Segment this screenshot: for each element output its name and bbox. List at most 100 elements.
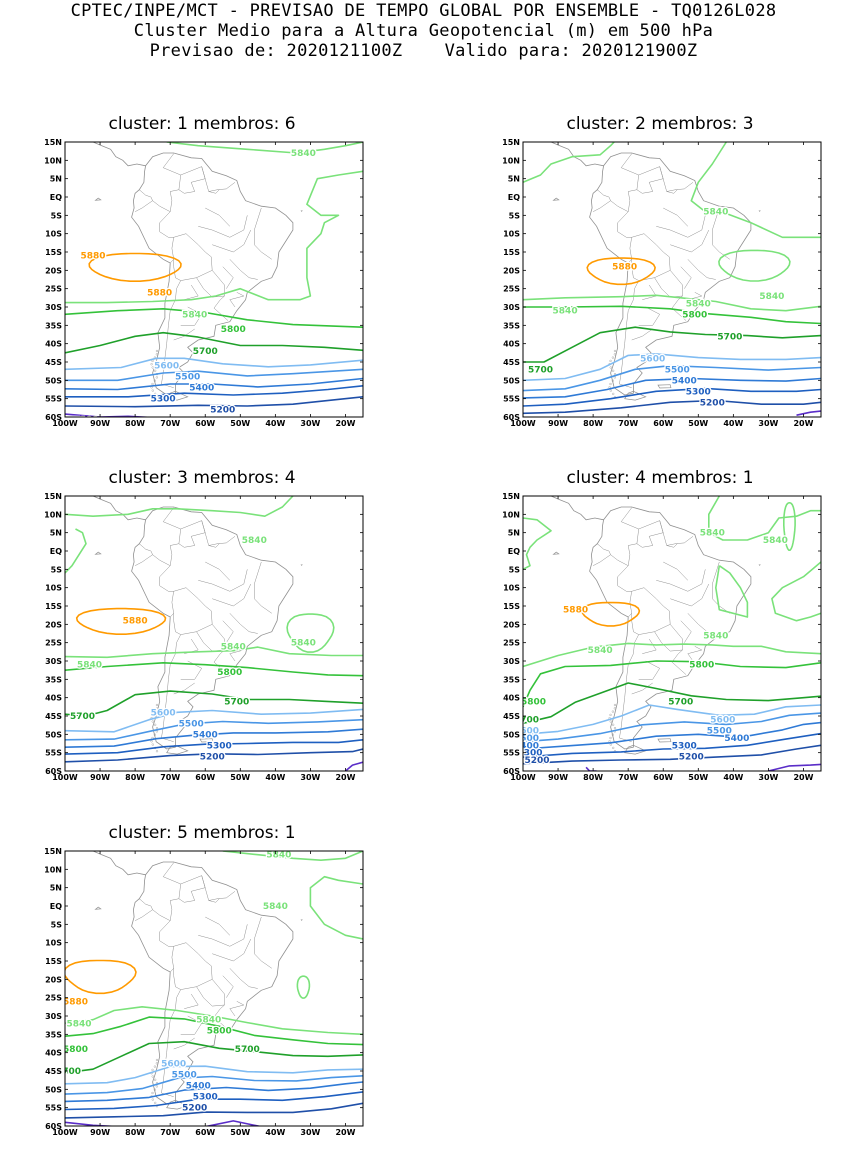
contour-5700 <box>65 1040 363 1074</box>
y-tick-label: 20S <box>45 620 62 629</box>
contour-5800 <box>523 660 821 708</box>
x-tick-label: 50W <box>688 419 708 428</box>
country-border <box>213 295 229 321</box>
y-tick-label: 20S <box>45 975 62 984</box>
contour-label: 5840 <box>759 292 784 302</box>
country-border <box>134 543 153 566</box>
contour-label: 5840 <box>703 208 728 218</box>
contour-label: 5200 <box>210 406 235 416</box>
country-border <box>161 280 181 388</box>
contour-5880 <box>581 601 641 627</box>
contour-label: 5600 <box>151 708 176 718</box>
country-border <box>152 909 174 973</box>
country-border <box>670 583 710 607</box>
country-border <box>656 569 706 592</box>
x-tick-label: 40W <box>723 419 743 428</box>
x-tick-label: 90W <box>90 1128 110 1137</box>
country-border <box>631 328 653 341</box>
fjord-mark <box>155 376 158 379</box>
y-tick-label: EQ <box>508 193 520 202</box>
fjord-mark <box>613 727 617 730</box>
country-border <box>638 660 661 680</box>
fjord-mark <box>155 703 159 707</box>
coastline-central-america <box>550 142 604 167</box>
fjord-mark <box>155 349 159 353</box>
country-border <box>631 682 653 695</box>
contour-label: 5300 <box>207 741 232 751</box>
contour-label: 5700 <box>717 332 742 342</box>
contour-label: 5700 <box>528 365 553 375</box>
country-border <box>196 270 225 298</box>
coastline-south-america <box>131 152 294 396</box>
contour-label: 5500 <box>175 373 200 383</box>
x-tick-label: 80W <box>125 419 145 428</box>
country-border <box>198 215 248 238</box>
fjord-mark <box>154 1101 157 1104</box>
x-tick-label: 20W <box>335 1128 355 1137</box>
island-outline <box>624 390 647 401</box>
country-border <box>680 266 692 289</box>
country-border <box>201 166 236 192</box>
y-tick-label: 15N <box>502 138 520 147</box>
fjord-mark <box>609 389 612 392</box>
contour-label: 5300 <box>686 387 711 397</box>
y-tick-label: 15N <box>44 138 62 147</box>
island-outline <box>94 197 102 201</box>
y-tick-label: 15S <box>503 248 520 257</box>
country-border <box>212 583 252 607</box>
y-tick-label: 30S <box>45 303 62 312</box>
y-tick-label: 35S <box>45 321 62 330</box>
x-tick-label: 90W <box>548 773 568 782</box>
x-tick-label: 50W <box>230 773 250 782</box>
y-tick-label: 55S <box>503 395 520 404</box>
fjord-mark <box>153 733 156 736</box>
y-tick-label: 45S <box>45 358 62 367</box>
country-border <box>610 554 632 618</box>
contour-label: 5700 <box>235 1045 260 1055</box>
x-tick-label: 60W <box>195 1128 215 1137</box>
fjord-mark <box>155 730 158 733</box>
fjord-mark <box>154 723 157 726</box>
x-tick-label: 90W <box>90 419 110 428</box>
country-border <box>663 207 688 227</box>
country-border <box>229 646 245 662</box>
country-border <box>162 507 181 566</box>
contour-label: 5800 <box>689 661 714 671</box>
coastline-central-america <box>92 851 146 876</box>
island-outline <box>552 551 560 555</box>
country-border <box>161 989 181 1097</box>
coastline-central-america <box>92 496 146 521</box>
country-border <box>152 200 174 264</box>
country-border <box>687 646 703 662</box>
island-outline <box>166 390 189 401</box>
fjord-mark <box>155 707 158 710</box>
contour-label: 5200 <box>679 752 704 762</box>
x-tick-label: 20W <box>793 773 813 782</box>
map-plot: 5840 5880 5840 5840 5840 5800 5700 5700 56005500… <box>44 492 364 782</box>
contour-label: 5600 <box>640 354 665 364</box>
country-border <box>659 520 694 546</box>
contour-5300 <box>65 739 363 755</box>
contour-5840 <box>65 170 363 304</box>
contour-label: 5880 <box>612 263 637 273</box>
country-border <box>173 328 195 341</box>
fjord-mark <box>611 379 614 382</box>
y-tick-label: 5N <box>50 529 62 538</box>
fjord-mark <box>609 382 612 386</box>
header-line-1: CPTEC/INPE/MCT - PREVISAO DE TEMPO GLOBA… <box>70 1 777 21</box>
country-border <box>208 898 220 903</box>
x-tick-label: 40W <box>265 419 285 428</box>
contour-5400 <box>523 721 821 750</box>
contour-5100 <box>65 1121 115 1126</box>
country-border <box>656 215 706 238</box>
contour-5840 <box>783 502 796 551</box>
x-tick-label: 80W <box>583 419 603 428</box>
y-tick-label: 30S <box>503 657 520 666</box>
contour-label: 5600 <box>161 1060 186 1070</box>
fjord-mark <box>612 746 615 749</box>
island-outline <box>199 384 214 389</box>
y-tick-label: 25S <box>45 639 62 648</box>
fjord-mark <box>154 1078 157 1081</box>
contour-label: 5400 <box>672 376 697 386</box>
